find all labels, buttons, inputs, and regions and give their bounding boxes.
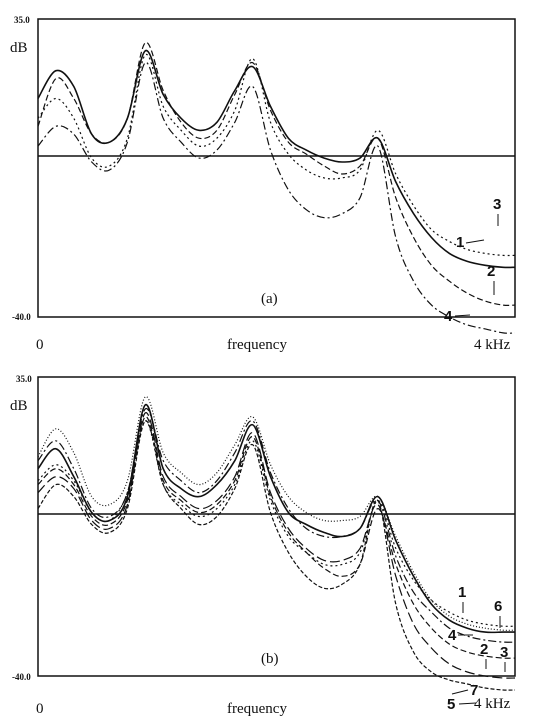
xlabel-a: frequency	[227, 337, 287, 353]
curve-2	[37, 42, 516, 306]
ytick-top-a: 35.0	[14, 15, 30, 25]
plot-frame-a	[37, 18, 516, 318]
arrow-1	[465, 239, 485, 244]
curve-label-2: 2	[487, 263, 495, 280]
xtick-right-b: 4 kHz	[474, 696, 511, 712]
curve-3	[37, 54, 516, 257]
arrow-5	[458, 702, 477, 705]
arrow-7	[451, 689, 469, 695]
curve-2	[37, 416, 516, 659]
curve-5	[37, 420, 516, 691]
curve-label-3: 3	[493, 196, 501, 213]
ytick-top-b: 35.0	[16, 374, 32, 384]
curve-labels-a: 3 1 2 4	[444, 196, 501, 325]
xtick-left-a: 0	[36, 337, 44, 353]
plot-frame-b	[37, 376, 516, 677]
xtick-right-a: 4 kHz	[474, 337, 511, 353]
curve-labels-b: 1 6 4 2 3 7 5	[447, 584, 508, 713]
arrow-4	[454, 314, 471, 317]
ylabel-a: dB	[10, 40, 28, 56]
curve-label-1: 1	[458, 584, 466, 601]
xlabel-b: frequency	[227, 701, 287, 717]
curve-label-5: 5	[447, 696, 455, 713]
curve-label-7: 7	[470, 682, 478, 699]
curve-1	[37, 404, 515, 634]
ytick-bottom-b: -40.0	[12, 672, 31, 682]
curve-label-4: 4	[444, 308, 453, 325]
curve-1	[37, 49, 516, 269]
curves-b	[37, 396, 516, 691]
curve-7	[37, 412, 516, 679]
ytick-bottom-a: -40.0	[12, 312, 31, 322]
curve-3	[37, 420, 516, 627]
panel-b: 35.0 -40.0 dB 0 frequency 4 kHz (b) 1 6 …	[10, 374, 516, 717]
panel-label-b: (b)	[261, 651, 279, 667]
curve-4	[37, 408, 516, 643]
curve-label-1: 1	[456, 234, 464, 251]
curve-label-2: 2	[480, 641, 488, 658]
curves-a	[37, 42, 516, 334]
curve-label-3: 3	[500, 644, 508, 661]
curve-label-6: 6	[494, 598, 502, 615]
panel-label-a: (a)	[261, 291, 278, 307]
curve-6	[37, 396, 516, 631]
xtick-left-b: 0	[36, 701, 44, 717]
curve-label-4: 4	[448, 627, 457, 644]
curve-4	[37, 62, 516, 334]
ylabel-b: dB	[10, 398, 28, 414]
panel-a: 35.0 -40.0 dB 0 frequency 4 kHz (a) 3 1 …	[10, 15, 516, 353]
